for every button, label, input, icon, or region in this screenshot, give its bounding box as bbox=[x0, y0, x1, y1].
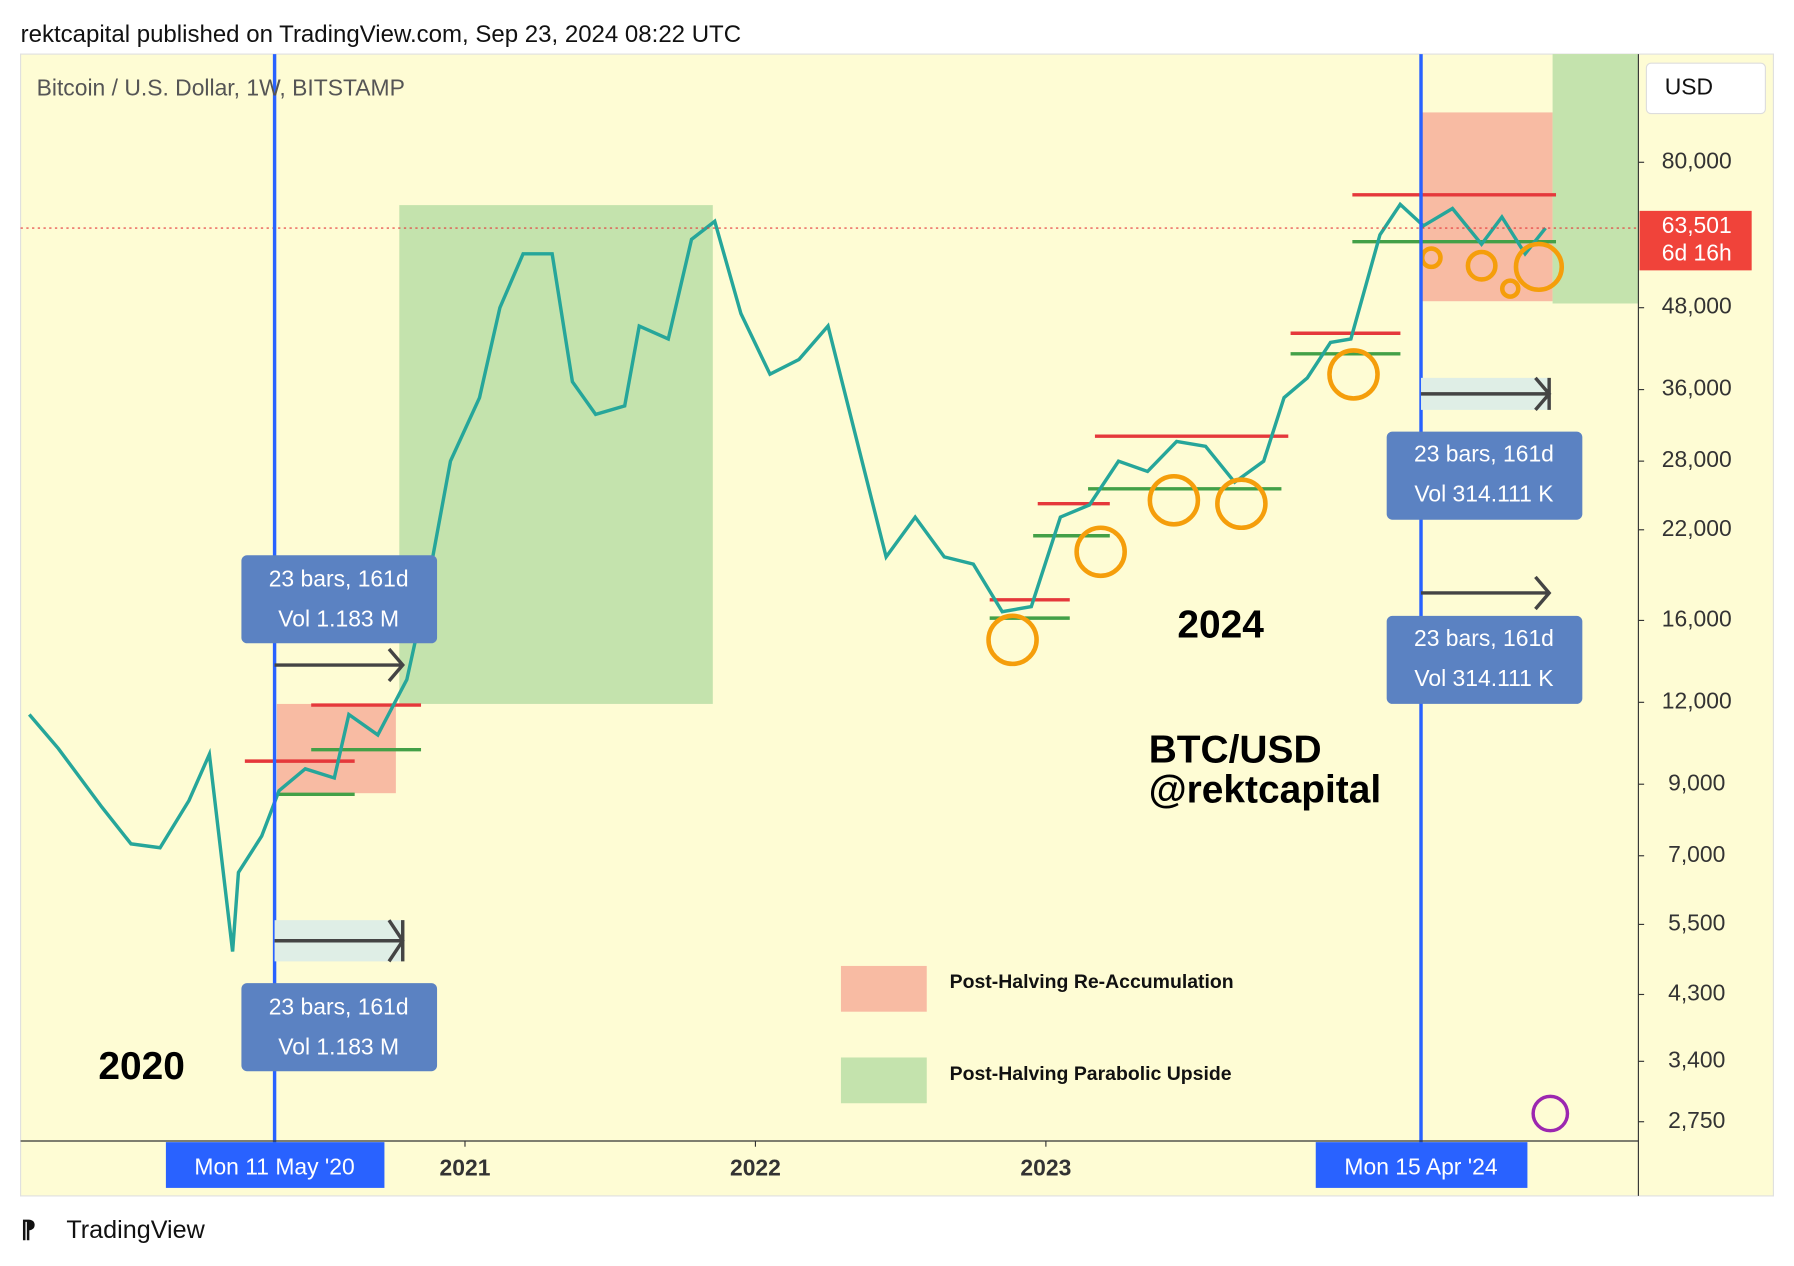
date-label-box bbox=[1315, 1142, 1528, 1188]
measure-text: 23 bars, 161d bbox=[1414, 441, 1554, 467]
date-label-box bbox=[165, 1142, 385, 1188]
arrow bbox=[274, 647, 405, 683]
legend-label: Post-Halving Re-Accumulation bbox=[950, 971, 1234, 993]
footer: TradingView bbox=[66, 1216, 205, 1244]
annotation: BTC/USD bbox=[1149, 728, 1322, 771]
circle bbox=[1465, 249, 1498, 282]
measure-text: Vol 314.111 K bbox=[1414, 481, 1553, 507]
measure-text: Vol 314.111 K bbox=[1414, 665, 1553, 691]
circle bbox=[1499, 278, 1521, 299]
legend: Post-Halving Re-Accumulation Post-Halving… bbox=[840, 965, 1234, 1104]
arrow bbox=[1421, 376, 1552, 412]
logo-icon bbox=[1531, 1094, 1570, 1133]
header: rektcapital published on TradingView.com… bbox=[21, 21, 741, 48]
parabolic-box bbox=[1552, 54, 1639, 304]
measure-text: Vol 1.183 M bbox=[278, 1033, 399, 1059]
chart-title: Bitcoin / U.S. Dollar, 1W, BITSTAMP bbox=[37, 75, 405, 101]
y-tick-label: 48,000 bbox=[1662, 293, 1732, 319]
measure-box bbox=[241, 983, 438, 1072]
arrow bbox=[1421, 575, 1552, 611]
last-price-box bbox=[1639, 210, 1752, 271]
date-label: Mon 15 Apr '24 bbox=[1344, 1154, 1497, 1180]
unit-button[interactable] bbox=[1645, 62, 1766, 115]
legend-label: Post-Halving Parabolic Upside bbox=[950, 1063, 1232, 1085]
axes: 2,750 3,400 4,300 5,500 7,000 9,000 12,000 16,0… bbox=[440, 147, 1752, 1181]
y-tick-label: 22,000 bbox=[1662, 515, 1732, 541]
y-tick-label: 28,000 bbox=[1662, 446, 1732, 472]
circle bbox=[986, 613, 1039, 667]
reaccumulation-box bbox=[1421, 112, 1553, 302]
unit-label[interactable]: USD bbox=[1665, 73, 1713, 99]
x-tick-label: 2022 bbox=[730, 1155, 781, 1181]
circles bbox=[986, 241, 1565, 667]
y-tick-label: 16,000 bbox=[1662, 605, 1732, 631]
measure-text: 23 bars, 161d bbox=[269, 993, 409, 1019]
measure-text: 23 bars, 161d bbox=[269, 565, 409, 591]
circle bbox=[1147, 473, 1201, 527]
y-tick-label: 7,000 bbox=[1668, 841, 1725, 867]
last-price-label: 63,501 bbox=[1662, 212, 1732, 238]
date-label: Mon 11 May '20 bbox=[194, 1154, 354, 1180]
y-tick-label: 12,000 bbox=[1662, 687, 1732, 713]
plot bbox=[276, 54, 1639, 794]
circle bbox=[1327, 348, 1380, 401]
annotation: @rektcapital bbox=[1149, 768, 1381, 811]
y-tick-label: 3,400 bbox=[1668, 1046, 1725, 1072]
circle bbox=[1513, 241, 1565, 293]
y-tick-label: 5,500 bbox=[1668, 909, 1725, 935]
measure-text: 23 bars, 161d bbox=[1414, 625, 1554, 651]
measure-box bbox=[1386, 615, 1583, 704]
arrow bbox=[274, 919, 405, 963]
circle bbox=[1215, 477, 1268, 531]
y-tick-label: 2,750 bbox=[1668, 1107, 1725, 1133]
x-tick-label: 2021 bbox=[440, 1155, 491, 1181]
annotation: 2020 bbox=[98, 1045, 185, 1088]
measure-text: Vol 1.183 M bbox=[278, 605, 399, 631]
x-tick-label: 2023 bbox=[1020, 1155, 1071, 1181]
arrows bbox=[274, 376, 1552, 963]
measure-box bbox=[1386, 431, 1583, 520]
logo-mark: ⁋ bbox=[21, 1217, 36, 1244]
y-tick-label: 80,000 bbox=[1662, 147, 1732, 173]
circle bbox=[1074, 525, 1127, 579]
measure-labels: 23 bars, 161d Vol 1.183 M 23 bars, 161d … bbox=[241, 431, 1583, 1072]
annotation: 2024 bbox=[1177, 604, 1264, 647]
legend-swatch bbox=[840, 965, 927, 1012]
legend-swatch bbox=[840, 1057, 927, 1104]
y-tick-label: 36,000 bbox=[1662, 375, 1732, 401]
y-tick-label: 4,300 bbox=[1668, 980, 1725, 1006]
measure-box bbox=[241, 555, 438, 644]
countdown: 6d 16h bbox=[1662, 239, 1732, 265]
y-tick-label: 9,000 bbox=[1668, 769, 1725, 795]
